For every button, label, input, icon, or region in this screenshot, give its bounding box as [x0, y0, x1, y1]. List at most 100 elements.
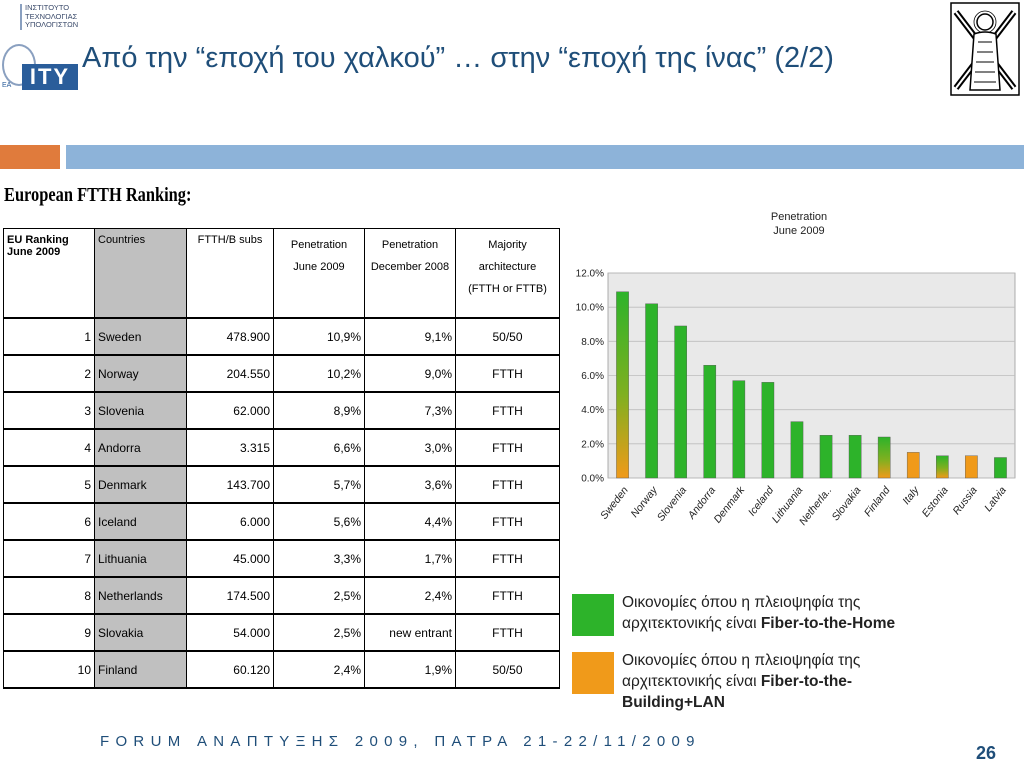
- penetration-dec-cell: 3,6%: [364, 465, 456, 504]
- country-cell: Lithuania: [94, 539, 187, 578]
- legend-ftth-line-2: αρχιτεκτονικής είναι: [622, 615, 761, 632]
- penetration-june-cell: 10,9%: [273, 317, 365, 356]
- accent-bar-blue: [66, 145, 1024, 169]
- table-row: 6 Iceland 6.000 5,6% 4,4% FTTH: [3, 502, 560, 541]
- logo-prefix: ΕΑ: [2, 82, 12, 89]
- penetration-june-cell: 2,4%: [273, 650, 365, 689]
- bar-denmark: [732, 380, 746, 479]
- legend-text-fttb: Οικονομίες όπου η πλειοψηφία της αρχιτεκ…: [622, 650, 860, 713]
- table-row: 1 Sweden 478.900 10,9% 9,1% 50/50: [3, 317, 560, 356]
- rank-cell: 4: [3, 428, 95, 467]
- penetration-june-cell: 5,7%: [273, 465, 365, 504]
- subs-cell: 45.000: [186, 539, 274, 578]
- architecture-cell: FTTH: [455, 465, 560, 504]
- institute-logo: ΙΝΣΤΙΤΟΥΤΟ ΤΕΧΝΟΛΟΓΙΑΣ ΥΠΟΛΟΓΙΣΤΩΝ ΕΑ IT…: [0, 0, 80, 95]
- legend-ftth-term: Fiber-to-the-Home: [760, 615, 896, 632]
- legend-fttb-line-2: αρχιτεκτονικής είναι: [622, 673, 761, 690]
- penetration-dec-cell: 1,7%: [364, 539, 456, 578]
- rank-cell: 1: [3, 317, 95, 356]
- institute-name: ΙΝΣΤΙΤΟΥΤΟ ΤΕΧΝΟΛΟΓΙΑΣ ΥΠΟΛΟΓΙΣΤΩΝ: [20, 3, 79, 30]
- logo-acronym: ITY: [22, 64, 78, 90]
- architecture-cell: FTTH: [455, 428, 560, 467]
- penetration-chart-svg: Penetration June 2009 0.0% 2.0% 4.0% 6.0% 8.…: [576, 211, 1016, 528]
- rank-cell: 7: [3, 539, 95, 578]
- penetration-june-cell: 2,5%: [273, 613, 365, 652]
- header-penetration-june: Penetration June 2009: [273, 228, 365, 319]
- rank-cell: 3: [3, 391, 95, 430]
- table-row: 4 Andorra 3.315 6,6% 3,0% FTTH: [3, 428, 560, 467]
- rank-cell: 10: [3, 650, 95, 689]
- subs-cell: 62.000: [186, 391, 274, 430]
- subs-cell: 204.550: [186, 354, 274, 393]
- page-number: 26: [976, 743, 997, 763]
- bar-lithuania: [790, 421, 804, 479]
- legend-ftth-line-1: Οικονομίες όπου η πλειοψηφία της: [622, 594, 861, 611]
- y-tick-label: 2.0%: [581, 439, 604, 450]
- legend-swatch-fttb: [572, 652, 614, 694]
- penetration-june-cell: 5,6%: [273, 502, 365, 541]
- header-countries: Countries: [94, 228, 187, 319]
- subs-cell: 143.700: [186, 465, 274, 504]
- architecture-cell: FTTH: [455, 502, 560, 541]
- table-title: European FTTH Ranking:: [4, 184, 192, 206]
- x-tick-label: Slovakia: [830, 484, 864, 523]
- header-penetration-dec: Penetration December 2008: [364, 228, 456, 319]
- y-tick-label: 0.0%: [581, 474, 604, 485]
- chart-title-line-1: Penetration: [771, 211, 827, 223]
- bar-norway: [645, 303, 658, 479]
- country-cell: Andorra: [94, 428, 187, 467]
- table-row: 2 Norway 204.550 10,2% 9,0% FTTH: [3, 354, 560, 393]
- penetration-june-cell: 8,9%: [273, 391, 365, 430]
- penetration-chart: Penetration June 2009 0.0% 2.0% 4.0% 6.0% 8.…: [568, 205, 1020, 560]
- architecture-cell: FTTH: [455, 354, 560, 393]
- y-tick-label: 4.0%: [581, 405, 604, 416]
- architecture-cell: FTTH: [455, 613, 560, 652]
- penetration-dec-cell: 3,0%: [364, 428, 456, 467]
- slide-title: Από την “εποχή του χαλκού” … στην “εποχή…: [82, 42, 834, 74]
- legend-swatch-ftth: [572, 594, 614, 636]
- architecture-cell: 50/50: [455, 650, 560, 689]
- penetration-dec-cell: 2,4%: [364, 576, 456, 615]
- penetration-dec-cell: 7,3%: [364, 391, 456, 430]
- bar-slovenia: [674, 325, 687, 479]
- x-tick-label: Estonia: [920, 484, 951, 519]
- x-tick-label: Italy: [900, 484, 922, 507]
- bar-netherla: [819, 435, 833, 479]
- y-tick-label: 8.0%: [581, 337, 604, 348]
- y-tick-label: 12.0%: [576, 269, 604, 280]
- header-subs: FTTH/B subs: [186, 228, 274, 319]
- table-row: 8 Netherlands 174.500 2,5% 2,4% FTTH: [3, 576, 560, 615]
- bar-russia: [965, 455, 978, 479]
- table-row: 3 Slovenia 62.000 8,9% 7,3% FTTH: [3, 391, 560, 430]
- university-seal-logo: [950, 2, 1020, 96]
- x-tick-label: Latvia: [982, 484, 1009, 514]
- subs-cell: 3.315: [186, 428, 274, 467]
- penetration-june-cell: 6,6%: [273, 428, 365, 467]
- x-tick-label: Finland: [862, 484, 893, 519]
- rank-cell: 5: [3, 465, 95, 504]
- bar-italy: [906, 452, 920, 479]
- x-tick-label: Slovenia: [655, 484, 689, 523]
- bar-estonia: [936, 455, 949, 479]
- bar-andorra: [703, 365, 717, 479]
- institute-line-3: ΥΠΟΛΟΓΙΣΤΩΝ: [25, 20, 79, 29]
- bar-latvia: [994, 457, 1007, 479]
- table-row: 7 Lithuania 45.000 3,3% 1,7% FTTH: [3, 539, 560, 578]
- ranking-table: EU Ranking June 2009 Countries FTTH/B su…: [3, 228, 560, 689]
- header-architecture: Majority architecture (FTTH or FTTB): [455, 228, 560, 319]
- architecture-cell: 50/50: [455, 317, 560, 356]
- country-cell: Netherlands: [94, 576, 187, 615]
- x-tick-label: Sweden: [598, 484, 631, 521]
- penetration-june-cell: 3,3%: [273, 539, 365, 578]
- legend-text-ftth: Οικονομίες όπου η πλειοψηφία της αρχιτεκ…: [622, 592, 895, 634]
- architecture-cell: FTTH: [455, 391, 560, 430]
- table-row: 10 Finland 60.120 2,4% 1,9% 50/50: [3, 650, 560, 689]
- x-tick-label: Denmark: [711, 484, 747, 526]
- country-cell: Slovenia: [94, 391, 187, 430]
- bar-slovakia: [848, 435, 862, 479]
- country-cell: Norway: [94, 354, 187, 393]
- bar-finland: [877, 436, 891, 479]
- penetration-june-cell: 10,2%: [273, 354, 365, 393]
- institute-line-2: ΤΕΧΝΟΛΟΓΙΑΣ: [25, 11, 78, 21]
- y-tick-label: 10.0%: [576, 303, 604, 314]
